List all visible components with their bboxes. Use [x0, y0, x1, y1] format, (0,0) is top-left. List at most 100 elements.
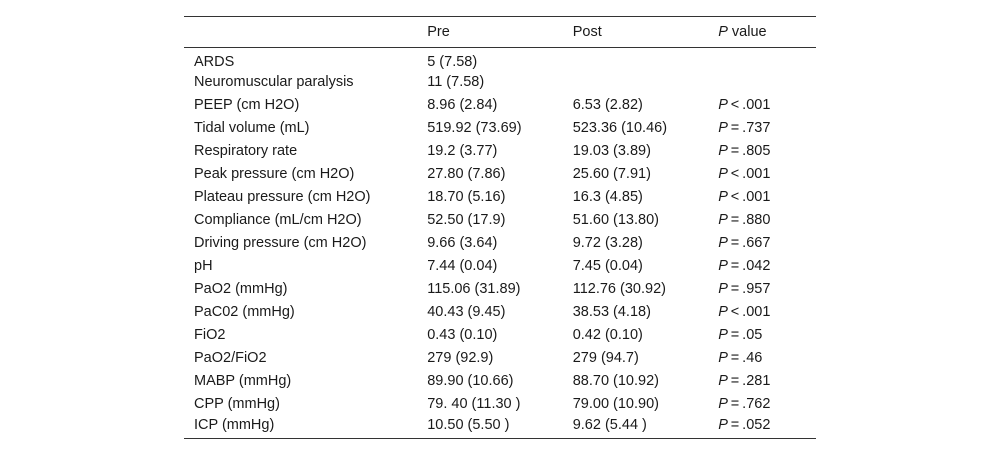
pre-value: 79. 40 (11.30 )	[427, 396, 521, 412]
pre-value: 27.80 (7.86)	[427, 166, 506, 182]
header-row: Pre Post P value	[184, 16, 816, 48]
table-header: Pre Post P value	[184, 16, 816, 48]
row-label: CPP (mmHg)	[194, 396, 280, 412]
pre-value: 279 (92.9)	[427, 350, 494, 366]
p-value: P < .001	[718, 94, 816, 117]
row-label: PEEP (cm H2O)	[194, 97, 300, 113]
post-value: 6.53 (2.82)	[572, 97, 643, 113]
p-number: = .805	[727, 143, 771, 159]
post-value: 88.70 (10.92)	[572, 373, 659, 389]
p-value: P = .762	[718, 393, 816, 416]
p-letter: P	[718, 143, 728, 159]
p-value: P = .805	[718, 140, 816, 163]
p-value	[718, 48, 816, 71]
p-letter: P	[718, 166, 728, 182]
table-row: Respiratory rate 19.2 (3.77) 19.03 (3.89) P…	[184, 140, 816, 163]
row-label: Respiratory rate	[194, 143, 298, 159]
comparison-table-container: Pre Post P value ARDS 5 (7.58) Neuromuscu…	[184, 16, 816, 439]
post-value: 0.42 (0.10)	[572, 327, 643, 343]
p-letter: P	[718, 327, 728, 343]
row-label: Compliance (mL/cm H2O)	[194, 212, 362, 228]
post-value: 79.00 (10.90)	[572, 396, 659, 412]
post-value: 279 (94.7)	[572, 350, 639, 366]
row-label: PaO2/FiO2	[194, 350, 267, 366]
p-value: P = .042	[718, 255, 816, 278]
row-label: Tidal volume (mL)	[194, 120, 310, 136]
p-value: P = .880	[718, 209, 816, 232]
pre-value: 19.2 (3.77)	[427, 143, 498, 159]
header-p-label: value	[727, 24, 767, 40]
post-value: 7.45 (0.04)	[572, 258, 643, 274]
p-letter: P	[718, 120, 728, 136]
table-row: CPP (mmHg) 79. 40 (11.30 ) 79.00 (10.90) P …	[184, 393, 816, 416]
header-p-letter: P	[718, 24, 728, 40]
row-label: Peak pressure (cm H2O)	[194, 166, 355, 182]
p-value: P < .001	[718, 186, 816, 209]
table-row: FiO2 0.43 (0.10) 0.42 (0.10) P = .05	[184, 324, 816, 347]
p-number: < .001	[727, 97, 771, 113]
p-letter: P	[718, 212, 728, 228]
p-number: = .957	[727, 281, 771, 297]
p-value: P = .737	[718, 117, 816, 140]
table-row: ICP (mmHg) 10.50 (5.50 ) 9.62 (5.44 ) P = .…	[184, 416, 816, 439]
p-letter: P	[718, 416, 728, 433]
pre-value: 8.96 (2.84)	[427, 97, 498, 113]
table-row: ARDS 5 (7.58)	[184, 48, 816, 71]
post-value: 16.3 (4.85)	[572, 189, 643, 205]
pre-value: 519.92 (73.69)	[427, 120, 522, 136]
pre-value: 5 (7.58)	[427, 53, 478, 70]
post-value	[573, 48, 719, 71]
header-p-value: P value	[718, 17, 816, 48]
post-value: 523.36 (10.46)	[572, 120, 668, 136]
p-value: P = .052	[718, 416, 816, 439]
row-label: ICP (mmHg)	[194, 416, 275, 433]
table-row: PEEP (cm H2O) 8.96 (2.84) 6.53 (2.82) P < .…	[184, 94, 816, 117]
row-label: PaO2 (mmHg)	[194, 281, 288, 297]
pre-value: 7.44 (0.04)	[427, 258, 498, 274]
header-post: Post	[572, 24, 602, 40]
post-value: 19.03 (3.89)	[572, 143, 651, 159]
post-value: 112.76 (30.92)	[572, 281, 666, 297]
p-letter: P	[718, 396, 728, 412]
pre-value: 11 (7.58)	[427, 74, 485, 90]
table-row: PaC02 (mmHg) 40.43 (9.45) 38.53 (4.18) P < …	[184, 301, 816, 324]
post-value: 51.60 (13.80)	[572, 212, 659, 228]
p-number: = .042	[727, 258, 771, 274]
header-pre: Pre	[427, 24, 450, 40]
table-row: Neuromuscular paralysis 11 (7.58)	[184, 71, 816, 94]
p-letter: P	[718, 281, 728, 297]
pre-value: 52.50 (17.9)	[427, 212, 506, 228]
p-value: P = .46	[718, 347, 816, 370]
table-row: Tidal volume (mL) 519.92 (73.69) 523.36 (1…	[184, 117, 816, 140]
table-body: ARDS 5 (7.58) Neuromuscular paralysis 11 (…	[184, 48, 816, 439]
row-label: Plateau pressure (cm H2O)	[194, 189, 371, 205]
p-number: = .667	[727, 235, 771, 251]
p-number: = .46	[727, 350, 763, 366]
p-number: = .762	[727, 396, 771, 412]
row-label: pH	[194, 258, 213, 274]
p-value	[718, 71, 816, 94]
p-letter: P	[718, 235, 728, 251]
post-value	[573, 71, 719, 94]
table-row: PaO2 (mmHg) 115.06 (31.89) 112.76 (30.92) P…	[184, 278, 816, 301]
p-number: = .052	[727, 416, 771, 433]
p-letter: P	[718, 304, 728, 320]
post-value: 25.60 (7.91)	[572, 166, 651, 182]
table-row: pH 7.44 (0.04) 7.45 (0.04) P = .042	[184, 255, 816, 278]
pre-value: 9.66 (3.64)	[427, 235, 498, 251]
row-label: FiO2	[194, 327, 226, 343]
row-label: Neuromuscular paralysis	[194, 74, 354, 90]
p-number: < .001	[727, 304, 771, 320]
p-number: = .880	[727, 212, 771, 228]
p-letter: P	[718, 350, 728, 366]
table-row: MABP (mmHg) 89.90 (10.66) 88.70 (10.92) P =…	[184, 370, 816, 393]
post-value: 38.53 (4.18)	[572, 304, 651, 320]
p-value: P = .281	[718, 370, 816, 393]
pre-value: 10.50 (5.50 )	[427, 416, 510, 433]
pre-value: 40.43 (9.45)	[427, 304, 506, 320]
p-number: = .737	[727, 120, 771, 136]
post-value: 9.62 (5.44 )	[572, 416, 647, 433]
post-value: 9.72 (3.28)	[572, 235, 643, 251]
p-number: < .001	[727, 189, 771, 205]
row-label: ARDS	[194, 53, 235, 70]
